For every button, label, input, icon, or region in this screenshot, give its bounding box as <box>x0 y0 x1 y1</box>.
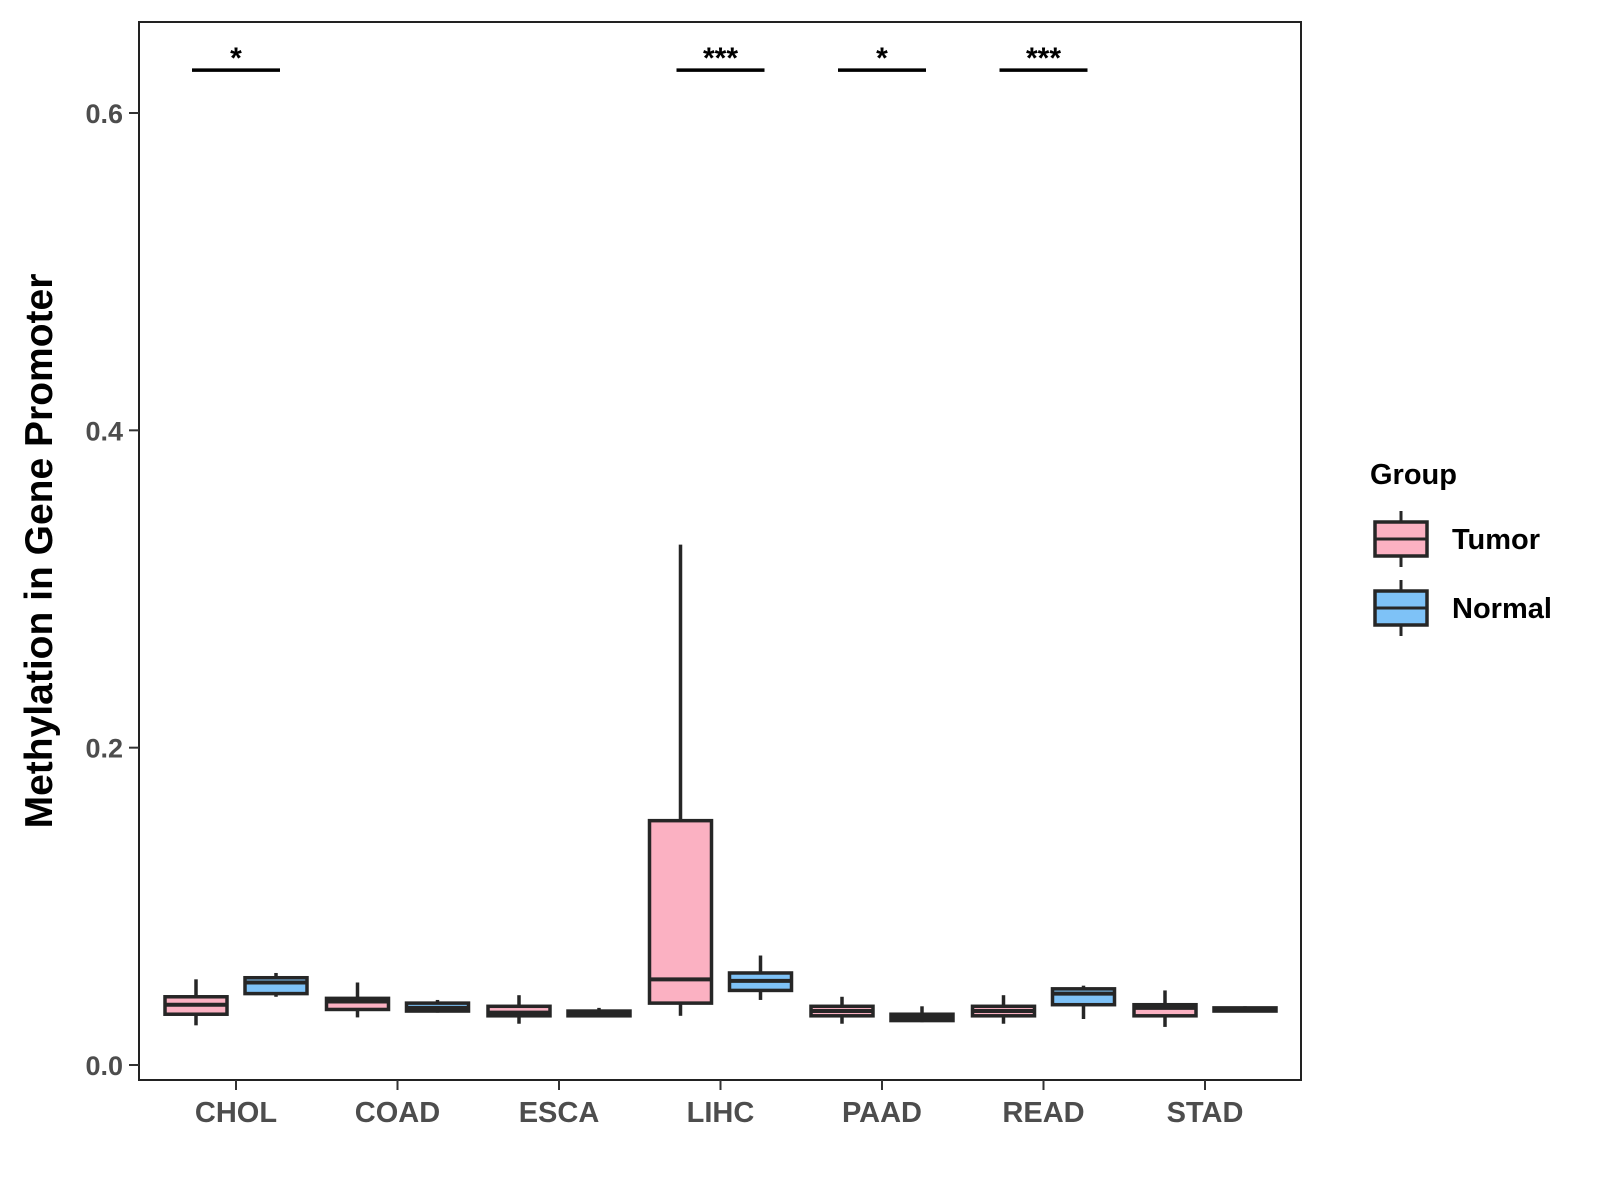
significance-label: *** <box>703 42 738 75</box>
y-axis-title: Methylation in Gene Promoter <box>18 274 61 829</box>
box-normal-stad <box>1212 1006 1278 1013</box>
box-iqr <box>324 996 391 1012</box>
significance-label: * <box>230 42 242 75</box>
significance-label: * <box>876 42 888 75</box>
box-tumor-read <box>970 995 1037 1024</box>
box-series <box>163 544 1278 1027</box>
box-normal-chol <box>243 972 309 997</box>
y-tick-label: 0.2 <box>85 734 123 764</box>
legend-label: Tumor <box>1452 524 1540 556</box>
x-tick-label-read: READ <box>1002 1097 1084 1129</box>
box-tumor-esca <box>486 995 552 1024</box>
legend: Group Tumor Normal <box>1370 459 1552 636</box>
box-tumor-coad <box>324 982 391 1018</box>
x-tick-label-lihc: LIHC <box>687 1097 755 1129</box>
box-tumor-lihc <box>647 544 714 1016</box>
y-tick-label: 0.4 <box>85 416 123 446</box>
y-tick-label: 0.6 <box>85 99 123 129</box>
box-tumor-paad <box>809 996 875 1024</box>
legend-item-tumor: Tumor <box>1373 511 1540 567</box>
box-tumor-chol <box>163 979 229 1026</box>
y-tick-label: 0.0 <box>85 1051 123 1081</box>
significance-label: *** <box>1026 42 1061 75</box>
significance-annotations: * *** * *** <box>192 42 1088 75</box>
legend-label: Normal <box>1452 593 1552 625</box>
box-iqr <box>1050 987 1117 1007</box>
box-iqr <box>1132 1002 1198 1018</box>
box-normal-esca <box>566 1007 632 1018</box>
box-iqr <box>647 818 714 1005</box>
x-tick-label-stad: STAD <box>1167 1097 1244 1129</box>
box-tumor-stad <box>1132 990 1198 1027</box>
x-tick-label-coad: COAD <box>355 1097 440 1129</box>
legend-item-normal: Normal <box>1373 580 1552 636</box>
box-normal-coad <box>404 999 471 1013</box>
x-axis: CHOL COAD ESCA LIHC PAAD READ STAD <box>195 1080 1243 1129</box>
x-tick-label-esca: ESCA <box>519 1097 600 1129</box>
box-normal-paad <box>889 1006 955 1023</box>
box-iqr <box>243 975 309 996</box>
legend-title: Group <box>1370 459 1457 491</box>
box-normal-read <box>1050 985 1117 1019</box>
y-axis: 0.0 0.2 0.4 0.6 <box>85 99 139 1081</box>
x-tick-label-chol: CHOL <box>195 1097 277 1129</box>
x-tick-label-paad: PAAD <box>842 1097 922 1129</box>
box-normal-lihc <box>727 955 794 1000</box>
plot-panel-border <box>138 21 1302 1081</box>
